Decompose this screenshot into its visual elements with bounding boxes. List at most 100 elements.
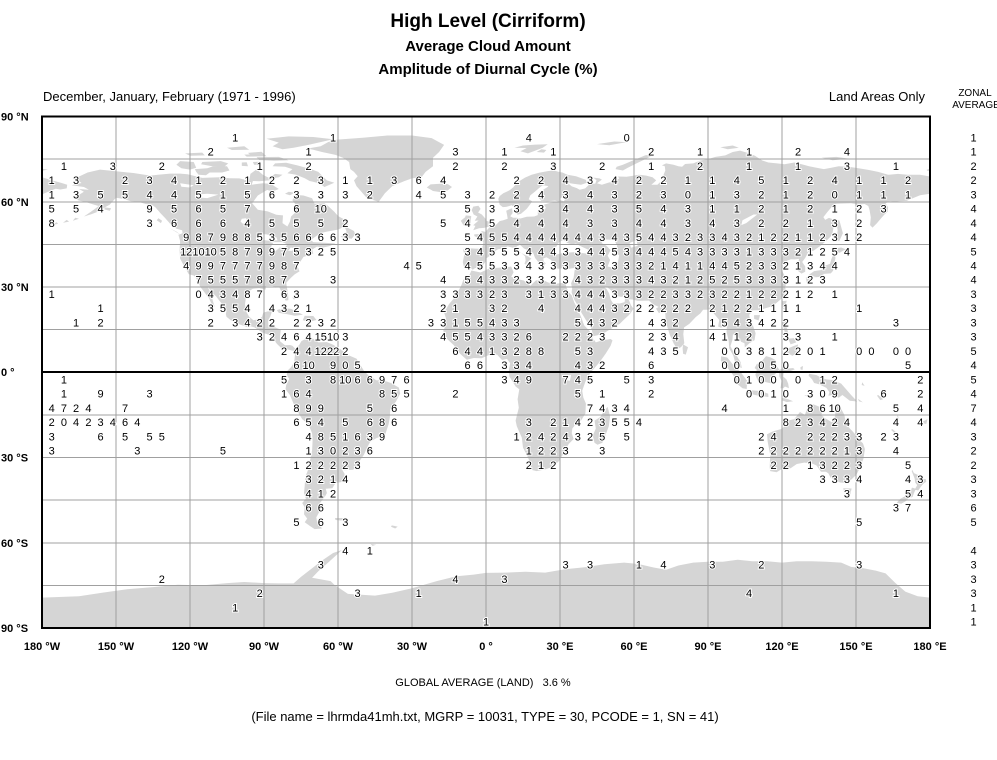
svg-text:1: 1 bbox=[795, 161, 801, 173]
svg-text:5: 5 bbox=[122, 431, 128, 443]
svg-text:3: 3 bbox=[685, 218, 691, 230]
svg-text:3: 3 bbox=[562, 560, 568, 572]
svg-text:3: 3 bbox=[477, 289, 483, 301]
svg-text:2: 2 bbox=[783, 261, 789, 273]
svg-text:3: 3 bbox=[734, 189, 740, 201]
svg-text:3: 3 bbox=[648, 374, 654, 386]
svg-text:2: 2 bbox=[575, 332, 581, 344]
svg-text:0: 0 bbox=[868, 346, 874, 358]
svg-text:6: 6 bbox=[318, 517, 324, 529]
svg-text:5: 5 bbox=[489, 261, 495, 273]
svg-text:2: 2 bbox=[685, 303, 691, 315]
svg-text:2: 2 bbox=[318, 246, 324, 258]
svg-text:3: 3 bbox=[489, 303, 495, 315]
svg-text:1: 1 bbox=[281, 389, 287, 401]
svg-text:9: 9 bbox=[306, 403, 312, 415]
svg-text:2: 2 bbox=[970, 446, 976, 458]
svg-text:3: 3 bbox=[807, 417, 813, 429]
svg-text:3: 3 bbox=[501, 289, 507, 301]
svg-text:3: 3 bbox=[624, 232, 630, 244]
svg-text:2: 2 bbox=[342, 460, 348, 472]
svg-text:4: 4 bbox=[599, 289, 605, 301]
svg-text:4: 4 bbox=[526, 261, 532, 273]
svg-text:2: 2 bbox=[562, 332, 568, 344]
svg-text:5: 5 bbox=[465, 275, 471, 287]
svg-text:4: 4 bbox=[465, 218, 471, 230]
svg-text:4: 4 bbox=[477, 246, 483, 258]
svg-text:3: 3 bbox=[758, 261, 764, 273]
svg-text:3: 3 bbox=[73, 175, 79, 187]
svg-text:1: 1 bbox=[330, 132, 336, 144]
svg-text:2: 2 bbox=[587, 417, 593, 429]
svg-text:4: 4 bbox=[648, 346, 654, 358]
svg-text:4: 4 bbox=[538, 189, 544, 201]
svg-text:5: 5 bbox=[244, 189, 250, 201]
svg-text:2: 2 bbox=[832, 417, 838, 429]
svg-text:6: 6 bbox=[293, 417, 299, 429]
svg-text:1: 1 bbox=[856, 189, 862, 201]
svg-text:1: 1 bbox=[905, 189, 911, 201]
svg-text:2: 2 bbox=[550, 460, 556, 472]
svg-text:6: 6 bbox=[452, 346, 458, 358]
svg-text:3: 3 bbox=[611, 204, 617, 216]
svg-text:4: 4 bbox=[734, 175, 740, 187]
svg-text:5: 5 bbox=[281, 374, 287, 386]
svg-text:7: 7 bbox=[257, 261, 263, 273]
svg-text:2: 2 bbox=[807, 446, 813, 458]
svg-text:8: 8 bbox=[49, 218, 55, 230]
svg-text:3: 3 bbox=[318, 175, 324, 187]
svg-text:3: 3 bbox=[489, 275, 495, 287]
svg-text:3: 3 bbox=[819, 460, 825, 472]
svg-text:4: 4 bbox=[636, 246, 642, 258]
svg-text:1: 1 bbox=[819, 374, 825, 386]
svg-text:2: 2 bbox=[783, 460, 789, 472]
svg-text:5: 5 bbox=[220, 275, 226, 287]
svg-text:4: 4 bbox=[587, 189, 593, 201]
svg-text:6: 6 bbox=[293, 389, 299, 401]
svg-text:4: 4 bbox=[306, 346, 312, 358]
svg-text:2: 2 bbox=[722, 289, 728, 301]
svg-text:2: 2 bbox=[795, 147, 801, 159]
svg-text:1: 1 bbox=[783, 175, 789, 187]
svg-text:6: 6 bbox=[306, 232, 312, 244]
svg-text:3: 3 bbox=[697, 232, 703, 244]
svg-text:2: 2 bbox=[599, 360, 605, 372]
svg-text:1: 1 bbox=[758, 303, 764, 315]
svg-text:6: 6 bbox=[354, 374, 360, 386]
svg-text:1: 1 bbox=[73, 318, 79, 330]
svg-text:1: 1 bbox=[244, 175, 250, 187]
svg-text:2: 2 bbox=[856, 218, 862, 230]
svg-text:2: 2 bbox=[318, 474, 324, 486]
svg-text:4: 4 bbox=[636, 218, 642, 230]
svg-text:5: 5 bbox=[514, 246, 520, 258]
svg-text:3: 3 bbox=[746, 346, 752, 358]
svg-text:5: 5 bbox=[905, 360, 911, 372]
svg-text:3: 3 bbox=[722, 246, 728, 258]
svg-text:2: 2 bbox=[673, 303, 679, 315]
svg-text:3: 3 bbox=[575, 431, 581, 443]
svg-text:9: 9 bbox=[379, 431, 385, 443]
svg-text:4: 4 bbox=[970, 545, 976, 557]
svg-text:2: 2 bbox=[440, 303, 446, 315]
svg-text:2: 2 bbox=[501, 303, 507, 315]
svg-text:5: 5 bbox=[970, 246, 976, 258]
svg-text:2: 2 bbox=[746, 332, 752, 344]
svg-text:3: 3 bbox=[970, 289, 976, 301]
svg-text:15: 15 bbox=[315, 332, 327, 344]
svg-text:1: 1 bbox=[232, 602, 238, 614]
svg-text:4: 4 bbox=[917, 403, 923, 415]
svg-text:10: 10 bbox=[192, 246, 204, 258]
svg-text:3: 3 bbox=[844, 488, 850, 500]
svg-text:2: 2 bbox=[807, 189, 813, 201]
svg-text:180 °W: 180 °W bbox=[24, 641, 61, 653]
svg-text:4: 4 bbox=[844, 147, 850, 159]
svg-text:1: 1 bbox=[970, 147, 976, 159]
svg-text:3: 3 bbox=[342, 517, 348, 529]
svg-text:2: 2 bbox=[758, 189, 764, 201]
svg-text:3: 3 bbox=[465, 246, 471, 258]
svg-text:1: 1 bbox=[832, 204, 838, 216]
svg-text:3: 3 bbox=[599, 232, 605, 244]
svg-text:2: 2 bbox=[281, 346, 287, 358]
svg-text:0: 0 bbox=[195, 289, 201, 301]
svg-text:1: 1 bbox=[685, 261, 691, 273]
